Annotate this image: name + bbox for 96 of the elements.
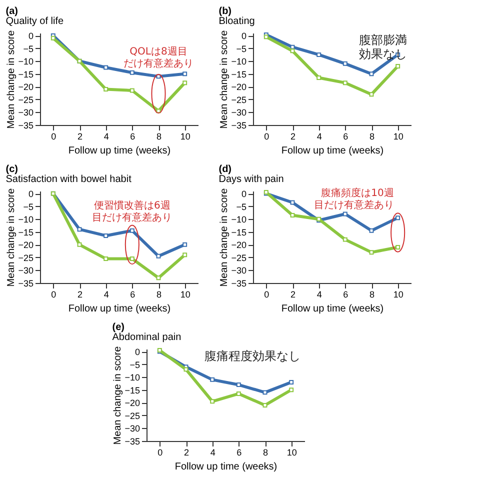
y-tick-label: −5	[130, 360, 140, 370]
x-tick-label: 4	[104, 290, 109, 300]
y-tick-label: −5	[23, 202, 34, 212]
y-tick-label: −30	[18, 108, 34, 118]
x-tick-label: 8	[369, 290, 375, 300]
y-tick-label: −35	[231, 278, 246, 288]
annotation: 効果なし	[359, 47, 407, 61]
annotation: 腹部膨満	[359, 33, 407, 47]
y-tick-label: −35	[231, 120, 246, 130]
x-tick-label: 6	[130, 132, 136, 142]
y-axis-title: Mean change in score	[219, 30, 230, 129]
x-tick-label: 10	[393, 132, 404, 142]
chart-title: (d)	[218, 164, 232, 175]
x-tick-label: 4	[104, 132, 109, 142]
x-tick-label: 8	[156, 290, 162, 300]
x-tick-label: 8	[369, 132, 375, 142]
y-tick-label: −15	[231, 69, 246, 80]
y-tick-label: −5	[236, 202, 246, 212]
chart-title: (a)	[6, 6, 18, 17]
y-tick-label: −10	[231, 214, 246, 225]
annotation: QOLは8週目だけ有意差あり	[124, 46, 194, 70]
x-tick-label: 2	[77, 132, 83, 142]
x-axis-title: Follow up time (weeks)	[281, 304, 384, 314]
annotation: 便習慣改善は6週目だけ有意差あり	[92, 200, 172, 224]
y-tick-label: −5	[236, 44, 246, 54]
y-tick-label: −10	[18, 214, 34, 225]
x-tick-label: 4	[316, 132, 322, 142]
y-tick-label: 0	[28, 31, 34, 42]
chart-subtitle: Quality of life	[6, 16, 64, 27]
y-tick-label: −25	[18, 94, 34, 105]
y-tick-label: −15	[124, 385, 140, 396]
x-axis-title: Follow up time (weeks)	[68, 146, 171, 156]
x-tick-label: 8	[262, 448, 268, 458]
y-tick-label: 0	[241, 31, 246, 42]
chart-subtitle: Days with pain	[218, 174, 284, 185]
y-tick-label: −30	[231, 266, 246, 276]
x-tick-label: 0	[158, 448, 163, 458]
y-tick-label: −30	[124, 424, 140, 434]
y-tick-label: 0	[28, 189, 34, 200]
x-tick-label: 4	[316, 290, 322, 300]
annotation: 腹痛程度効果なし	[204, 349, 300, 363]
x-tick-label: 2	[290, 290, 296, 300]
x-tick-label: 0	[264, 132, 270, 142]
x-tick-label: 6	[343, 132, 348, 142]
y-tick-label: −5	[23, 44, 34, 54]
x-tick-label: 6	[130, 290, 136, 300]
y-axis-title: Mean change in score	[112, 346, 124, 445]
y-tick-label: −20	[231, 82, 246, 92]
x-tick-label: 10	[393, 290, 404, 300]
x-tick-label: 2	[290, 132, 296, 142]
y-tick-label: −15	[18, 69, 34, 80]
y-tick-label: −20	[18, 82, 34, 92]
y-tick-label: −30	[231, 108, 246, 118]
chart-title: (b)	[218, 6, 232, 17]
chart-title: (e)	[112, 322, 124, 333]
y-tick-label: −30	[18, 266, 34, 276]
y-tick-label: −20	[231, 240, 246, 250]
x-tick-label: 10	[180, 132, 190, 142]
y-tick-label: −35	[124, 436, 140, 446]
y-tick-label: −10	[18, 56, 34, 67]
x-axis-title: Follow up time (weeks)	[68, 304, 171, 314]
y-tick-label: −20	[124, 398, 140, 408]
y-tick-label: −10	[124, 372, 140, 383]
x-tick-label: 10	[286, 448, 297, 458]
annotation: 腹痛頻度は10週目だけ有意差あり	[314, 186, 394, 211]
x-tick-label: 0	[51, 132, 56, 142]
y-tick-label: −15	[231, 227, 246, 238]
x-axis-title: Follow up time (weeks)	[174, 462, 278, 472]
x-tick-label: 0	[51, 290, 56, 300]
x-tick-label: 10	[180, 290, 190, 300]
x-tick-label: 0	[264, 290, 270, 300]
x-tick-label: 4	[210, 448, 216, 458]
y-tick-label: −15	[18, 227, 34, 238]
chart-title: (c)	[6, 164, 18, 175]
y-tick-label: −25	[231, 252, 246, 263]
y-tick-label: 0	[241, 189, 246, 200]
y-tick-label: −10	[231, 56, 246, 67]
y-tick-label: −25	[18, 252, 34, 263]
x-tick-label: 6	[236, 448, 242, 458]
y-axis-title: Mean change in score	[219, 188, 230, 287]
x-tick-label: 2	[77, 290, 83, 300]
x-tick-label: 2	[184, 448, 190, 458]
y-tick-label: −20	[18, 240, 34, 250]
y-axis-title: Mean change in score	[6, 30, 18, 129]
x-axis-title: Follow up time (weeks)	[281, 146, 384, 156]
y-tick-label: 0	[134, 347, 140, 358]
chart-subtitle: Satisfaction with bowel habit	[6, 174, 132, 185]
chart-subtitle: Abdominal pain	[112, 332, 182, 343]
chart-subtitle: Bloating	[218, 16, 255, 27]
y-tick-label: −25	[231, 94, 246, 105]
y-tick-label: −35	[18, 278, 34, 288]
x-tick-label: 8	[156, 132, 162, 142]
x-tick-label: 6	[343, 290, 348, 300]
y-axis-title: Mean change in score	[6, 188, 18, 287]
y-tick-label: −25	[124, 410, 140, 421]
y-tick-label: −35	[18, 120, 34, 130]
